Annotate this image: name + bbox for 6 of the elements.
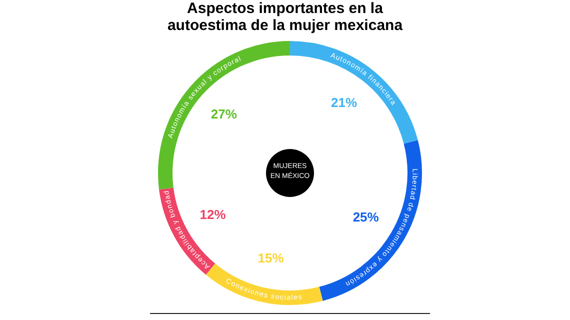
data-label: 27% [210,106,238,122]
data-label: 21% [330,94,358,110]
data-label: 25% [352,209,380,224]
chart-title: Aspectos importantes en la autoestima de la mujer mexicana [166,0,404,34]
data-label: 12% [200,207,226,222]
data-label: 15% [258,250,284,266]
